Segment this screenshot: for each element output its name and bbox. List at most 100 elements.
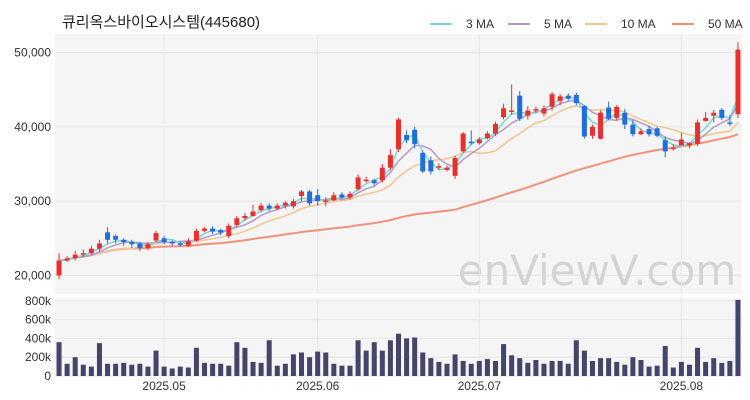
candle-body	[242, 216, 248, 219]
candle-body	[533, 109, 539, 111]
volume-bar	[387, 340, 393, 376]
candle-body	[549, 94, 555, 107]
candle-body	[258, 205, 264, 211]
volume-bar	[210, 363, 216, 376]
candle	[299, 190, 305, 202]
candle-body	[581, 106, 587, 137]
candle	[113, 234, 119, 244]
candle-body	[735, 49, 741, 115]
watermark: enViewV.com	[458, 246, 737, 295]
candle-body	[484, 133, 490, 138]
volume-bar	[307, 357, 313, 376]
volume-bar	[395, 333, 402, 376]
price-tick-label: 50,000	[14, 46, 51, 60]
legend-label: 3 MA	[466, 17, 494, 31]
candle-body	[703, 117, 709, 121]
candle	[606, 101, 612, 121]
candle	[719, 108, 725, 121]
candle	[468, 130, 474, 145]
candle-body	[686, 143, 692, 146]
candle	[492, 121, 498, 136]
price-tick-label: 30,000	[14, 194, 51, 208]
volume-bar	[88, 366, 94, 376]
candle-body	[202, 228, 208, 231]
volume-bar	[323, 352, 329, 376]
volume-bar	[533, 360, 539, 376]
volume-bar	[557, 360, 563, 376]
volume-bar	[363, 350, 369, 376]
volume-bar	[218, 363, 224, 376]
x-tick-label: 2025.05	[142, 379, 186, 393]
volume-bar	[331, 363, 337, 376]
candle-body	[56, 260, 62, 276]
candle	[622, 109, 628, 130]
volume-bar	[80, 364, 86, 376]
candle	[161, 236, 167, 245]
candle-body	[678, 139, 684, 146]
candle	[654, 126, 660, 138]
volume-bar	[185, 367, 191, 376]
candle	[452, 155, 458, 179]
candle	[242, 213, 248, 221]
candle-body	[250, 211, 256, 216]
candle	[573, 92, 579, 106]
candle	[307, 190, 313, 206]
volume-bar	[638, 360, 644, 376]
candle-body	[541, 108, 547, 114]
candle	[193, 228, 199, 242]
ma-50-line	[58, 133, 739, 262]
volume-bar	[129, 364, 135, 376]
volume-bar	[404, 338, 410, 376]
volume-bar	[501, 344, 507, 376]
legend-label: 50 MA	[708, 17, 743, 31]
candle-body	[121, 239, 127, 242]
candle-body	[218, 230, 224, 233]
volume-bar	[444, 363, 450, 376]
candle	[735, 42, 741, 118]
candle-body	[299, 191, 305, 196]
price-plot-area	[55, 34, 742, 294]
candle	[137, 242, 143, 251]
candle-body	[347, 193, 353, 198]
candle-body	[234, 218, 240, 225]
volume-bar	[379, 350, 385, 376]
candle	[88, 245, 94, 255]
candle-body	[444, 167, 450, 170]
candle	[72, 250, 78, 261]
candle-body	[210, 228, 216, 232]
volume-bar	[153, 350, 159, 376]
candle-body	[193, 230, 199, 241]
volume-bar	[315, 351, 321, 376]
candle-body	[598, 112, 604, 139]
volume-bar	[460, 360, 466, 376]
volume-bar	[735, 299, 741, 376]
candle	[501, 103, 507, 120]
candle-body	[185, 241, 191, 246]
volume-bar	[581, 350, 587, 376]
candle	[589, 124, 595, 139]
volume-bar	[347, 365, 353, 376]
candle-body	[161, 238, 167, 242]
volume-bar	[299, 352, 305, 376]
candle-body	[525, 110, 531, 116]
candle-body	[622, 112, 628, 125]
candle	[282, 201, 288, 209]
volume-bar	[428, 358, 434, 376]
candle-body	[96, 243, 102, 249]
candle-body	[501, 108, 507, 118]
candle-body	[137, 243, 143, 248]
volume-bar	[509, 355, 515, 376]
candle-body	[226, 225, 232, 237]
volume-bar	[355, 340, 361, 376]
candle	[476, 137, 482, 145]
candle-body	[646, 129, 652, 135]
candle	[177, 242, 183, 247]
candle-body	[436, 166, 442, 168]
volume-bar	[662, 345, 668, 376]
volume-bar	[654, 365, 660, 376]
volume-bar	[517, 358, 523, 376]
volume-tick-label: 0	[44, 369, 51, 383]
candle-body	[517, 95, 523, 119]
legend-label: 5 MA	[544, 17, 572, 31]
candle	[331, 192, 337, 202]
